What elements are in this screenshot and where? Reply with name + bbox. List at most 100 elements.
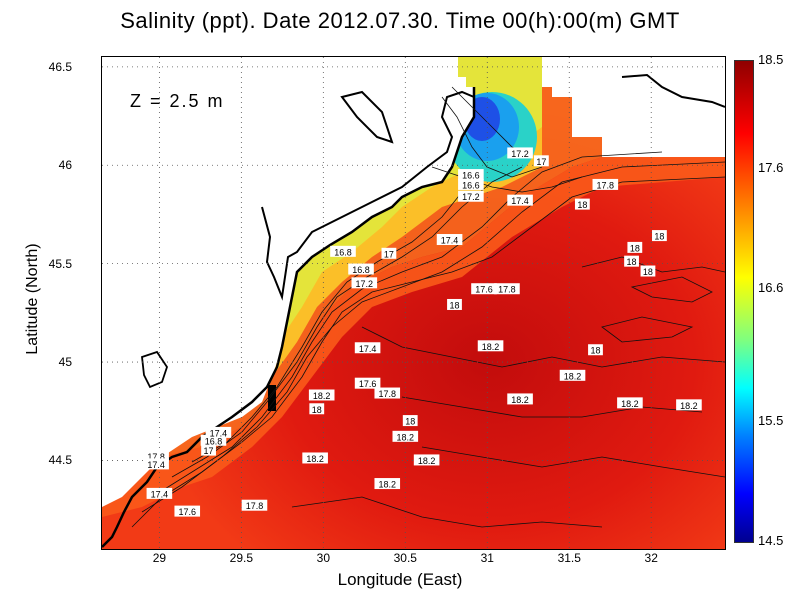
contour-label-text: 17.4 — [511, 196, 529, 206]
contour-label-text: 17 — [536, 157, 546, 167]
contour-label-text: 16.6 — [462, 171, 480, 181]
contour-label-text: 16.8 — [334, 247, 352, 257]
contour-label: 18 — [652, 230, 667, 242]
colorbar-label: 16.6 — [758, 280, 784, 296]
contour-label-text: 18.2 — [482, 342, 500, 352]
y-tick-label: 46 — [58, 158, 72, 173]
contour-label: 18.2 — [302, 452, 328, 464]
contour-label: 17.8 — [143, 450, 169, 462]
contour-label: 17.4 — [143, 458, 169, 470]
contour-label-text: 18.2 — [379, 480, 397, 490]
x-tick-label: 30 — [316, 551, 330, 565]
contour-label-text: 18.2 — [564, 371, 582, 381]
land-mask — [102, 57, 474, 507]
contour-label-text: 17 — [204, 446, 214, 456]
contour-label: 16.6 — [458, 169, 484, 181]
contour-label-text: 17.4 — [151, 489, 169, 499]
contour-label-text: 17.2 — [511, 149, 529, 159]
y-tick-label: 45 — [58, 355, 72, 370]
map-panel: 17.2 17 16.6 16.6 17.2 17.4 18 17.8 16.8 16.8 17 17… — [101, 56, 726, 550]
contour-label-text: 17.6 — [178, 507, 196, 517]
contour-label-text: 17.8 — [498, 285, 516, 295]
contour-label: 17.2 — [351, 277, 378, 289]
map-title: Salinity (ppt). Date 2012.07.30. Time 00… — [120, 8, 680, 33]
contour-label-text: 17.4 — [210, 428, 228, 438]
contour-label: 18 — [402, 415, 418, 427]
x-tick-label: 29.5 — [229, 551, 254, 565]
shelf-band-2 — [102, 157, 725, 517]
contour-label: 17.2 — [507, 147, 533, 159]
contour-label: 17.4 — [205, 426, 232, 438]
contour-label-text: 17.6 — [359, 379, 377, 389]
contour-label-text: 18 — [643, 267, 653, 277]
contour-label: 18.2 — [413, 454, 440, 466]
contour-label-text: 17.2 — [462, 192, 480, 202]
contour-label: 17.8 — [592, 178, 619, 190]
contour-label: 17.8 — [494, 283, 520, 295]
contour-label: 17.6 — [471, 283, 497, 295]
contour-label: 17 — [201, 444, 216, 456]
y-axis-title: Latitude (North) — [24, 243, 41, 355]
contour-label-text: 18.2 — [313, 391, 331, 401]
contour-label: 17.4 — [146, 487, 173, 499]
contour-label-text: 18.2 — [680, 401, 698, 411]
colorbar-label: 14.5 — [758, 533, 784, 548]
contour-label-text: 18 — [577, 200, 587, 210]
contour-label: 17.8 — [241, 499, 268, 511]
land-mask-north — [542, 57, 725, 157]
contour-label-text: 17.2 — [356, 279, 374, 289]
contour-label-text: 17.4 — [147, 460, 165, 470]
contour-label: 16.8 — [330, 245, 356, 257]
contour-label-text: 18 — [627, 257, 637, 267]
contour-label-text: 16.8 — [352, 265, 370, 275]
contour-label-text: 18.2 — [397, 432, 415, 442]
contour-label: 18.2 — [308, 389, 335, 401]
contour-label: 16.8 — [348, 263, 374, 275]
contour-label-text: 16.8 — [205, 436, 223, 446]
contour-label: 18 — [627, 241, 643, 253]
contour-label: 17.4 — [436, 234, 463, 246]
contour-label-text: 16.6 — [462, 180, 480, 190]
lake-outline — [141, 350, 168, 389]
y-tick-label: 46.5 — [48, 59, 72, 74]
x-tick-label: 31 — [480, 551, 494, 565]
contour-label-text: 18 — [312, 405, 322, 415]
contour-label: 18 — [624, 255, 639, 267]
contour-label: 17.4 — [507, 194, 533, 206]
contour-label: 18.2 — [392, 430, 419, 442]
depth-label: Z = 2.5 m — [130, 91, 225, 111]
contour-label-text: 18 — [654, 232, 664, 242]
contour-label: 17.2 — [458, 190, 484, 202]
y-tick-label: 44.5 — [48, 453, 72, 468]
contour-label-text: 18 — [405, 417, 415, 427]
contour-label-text: 18.2 — [418, 456, 436, 466]
colorbar — [734, 60, 754, 543]
contour-label-text: 17.8 — [379, 389, 397, 399]
contour-label: 18 — [309, 403, 325, 415]
contour-label: 17.4 — [354, 342, 381, 354]
north-coast — [621, 73, 725, 108]
danube-delta — [268, 385, 276, 411]
contour-label: 17.8 — [374, 387, 401, 399]
contour-label: 18.2 — [507, 393, 533, 405]
contour-label: 18.2 — [617, 397, 643, 409]
contour-label: 18.2 — [477, 340, 504, 352]
x-tick-label: 31.5 — [557, 551, 581, 565]
contour-label-text: 18 — [630, 243, 640, 253]
contour-label-text: 18 — [449, 300, 459, 310]
contour-label: 16.6 — [458, 178, 484, 190]
contour-label: 18 — [588, 344, 603, 356]
contour-label-text: 17.8 — [147, 452, 165, 462]
contour-label-text: 18 — [590, 346, 600, 356]
x-tick-label: 29 — [152, 551, 167, 565]
x-tick-label: 30.5 — [393, 551, 417, 565]
x-tick-label: 32 — [644, 551, 658, 565]
contour-label-text: 17.4 — [359, 344, 377, 354]
colorbar-label: 18.5 — [758, 52, 784, 67]
contour-label: 18 — [640, 265, 656, 277]
contour-label: 18 — [574, 198, 590, 210]
colorbar-label: 17.6 — [758, 160, 784, 176]
contour-label: 18.2 — [676, 399, 702, 411]
contour-label-text: 17.8 — [597, 180, 615, 190]
contour-label: 18.2 — [374, 478, 401, 490]
